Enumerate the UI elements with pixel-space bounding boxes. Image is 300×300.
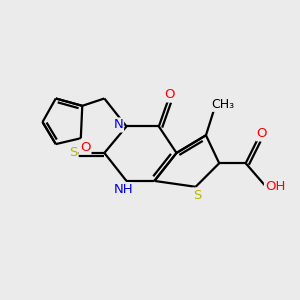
Text: NH: NH (114, 183, 133, 196)
Text: OH: OH (265, 180, 285, 193)
Text: S: S (193, 188, 201, 202)
Text: N: N (113, 118, 123, 131)
Text: O: O (164, 88, 174, 101)
Text: O: O (80, 141, 91, 154)
Text: CH₃: CH₃ (212, 98, 235, 111)
Text: O: O (256, 127, 267, 140)
Text: S: S (69, 146, 78, 159)
